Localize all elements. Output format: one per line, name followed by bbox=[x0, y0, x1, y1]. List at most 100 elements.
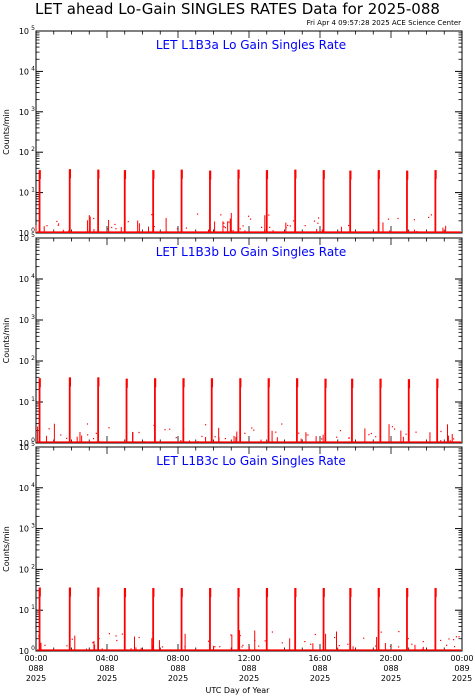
data-noise-dot bbox=[107, 228, 109, 230]
data-noise-dot bbox=[453, 646, 456, 648]
data-noise-dot bbox=[87, 434, 89, 436]
data-noise-dot bbox=[380, 631, 382, 633]
x-tick-label: 00:00 bbox=[450, 654, 473, 663]
y-tick-label: 10 bbox=[19, 316, 29, 325]
data-noise-dot bbox=[440, 639, 442, 642]
data-noise-dot bbox=[253, 429, 255, 431]
data-noise-dot bbox=[405, 433, 407, 435]
y-tick-label: 10 bbox=[19, 565, 29, 574]
data-noise-dot bbox=[244, 432, 246, 434]
data-noise-dot bbox=[287, 224, 289, 227]
timestamp: Fri Apr 4 09:57:28 2025 ACE Science Cent… bbox=[306, 19, 461, 27]
data-noise-dot bbox=[348, 224, 350, 227]
x-tick-label: 00:00 bbox=[24, 654, 47, 663]
data-noise-dot bbox=[271, 631, 274, 633]
plot-frame bbox=[35, 446, 463, 652]
y-axis-label: Counts/min bbox=[2, 526, 11, 572]
panel-title: LET L1B3c Lo Gain Singles Rate bbox=[156, 454, 346, 468]
data-noise-dot bbox=[313, 220, 316, 222]
y-axis-label: Counts/min bbox=[2, 109, 11, 155]
y-tick-label: 10 bbox=[19, 484, 29, 493]
data-noise-dot bbox=[453, 438, 455, 440]
data-noise-dot bbox=[71, 638, 73, 640]
y-tick-label: 10 bbox=[19, 27, 29, 36]
y-tick-exponent: 0 bbox=[31, 437, 35, 444]
y-tick-exponent: 4 bbox=[31, 273, 35, 280]
y-tick-label: 10 bbox=[19, 229, 29, 238]
data-noise-dot bbox=[44, 644, 46, 646]
data-noise-dot bbox=[413, 219, 416, 221]
data-noise-dot bbox=[314, 633, 316, 636]
data-noise-dot bbox=[114, 223, 116, 226]
data-noise-dot bbox=[338, 645, 340, 647]
data-noise-dot bbox=[185, 227, 188, 229]
y-tick-label: 10 bbox=[19, 275, 29, 284]
x-tick-label: 2025 bbox=[381, 674, 401, 683]
x-tick-label: 16:00 bbox=[308, 654, 331, 663]
y-tick-exponent: 1 bbox=[31, 604, 35, 611]
x-tick-label: 088 bbox=[383, 664, 398, 673]
x-tick-label: 089 bbox=[454, 664, 469, 673]
data-noise-dot bbox=[175, 437, 177, 439]
x-tick-label: 2025 bbox=[452, 674, 472, 683]
y-tick-label: 10 bbox=[19, 148, 29, 157]
data-noise-dot bbox=[151, 214, 153, 216]
x-tick-label: 088 bbox=[28, 664, 43, 673]
y-tick-label: 10 bbox=[19, 439, 29, 448]
data-noise-dot bbox=[115, 228, 117, 230]
data-noise-dot bbox=[391, 426, 394, 428]
data-noise-dot bbox=[389, 645, 392, 647]
data-noise-dot bbox=[241, 646, 243, 648]
data-noise-dot bbox=[220, 214, 222, 216]
data-noise-dot bbox=[230, 634, 232, 636]
y-tick-exponent: 5 bbox=[31, 232, 35, 239]
data-noise-dot bbox=[397, 646, 400, 648]
data-noise-dot bbox=[321, 438, 323, 440]
data-noise-dot bbox=[334, 636, 336, 639]
y-tick-exponent: 3 bbox=[31, 523, 35, 530]
data-noise-dot bbox=[289, 225, 291, 227]
y-tick-exponent: 5 bbox=[31, 441, 35, 448]
data-noise-dot bbox=[307, 434, 309, 436]
data-noise-dot bbox=[258, 645, 260, 647]
data-noise-dot bbox=[254, 639, 256, 642]
data-noise-dot bbox=[269, 226, 271, 228]
data-noise-dot bbox=[219, 646, 221, 648]
y-tick-label: 10 bbox=[19, 647, 29, 656]
x-axis-label: UTC Day of Year bbox=[205, 686, 270, 695]
data-noise-dot bbox=[92, 642, 94, 644]
x-tick-label: 088 bbox=[312, 664, 327, 673]
data-noise-dot bbox=[161, 646, 164, 648]
data-noise-dot bbox=[223, 226, 225, 228]
data-noise-dot bbox=[305, 434, 307, 436]
y-tick-exponent: 4 bbox=[31, 65, 35, 72]
data-noise-dot bbox=[448, 638, 450, 640]
data-noise-dot bbox=[264, 640, 266, 642]
data-noise-dot bbox=[339, 430, 342, 432]
x-tick-label: 08:00 bbox=[166, 654, 189, 663]
data-noise-dot bbox=[453, 639, 455, 641]
data-noise-dot bbox=[242, 644, 244, 646]
y-tick-label: 10 bbox=[19, 234, 29, 243]
data-noise-dot bbox=[393, 428, 396, 430]
data-noise-dot bbox=[57, 224, 59, 226]
data-noise-dot bbox=[336, 436, 338, 438]
data-noise-dot bbox=[169, 428, 171, 430]
data-noise-dot bbox=[214, 646, 216, 648]
y-tick-label: 10 bbox=[19, 525, 29, 534]
y-tick-exponent: 0 bbox=[31, 645, 35, 652]
y-tick-exponent: 3 bbox=[31, 314, 35, 321]
data-noise-dot bbox=[60, 434, 62, 436]
y-tick-label: 10 bbox=[19, 67, 29, 76]
data-noise-dot bbox=[48, 428, 50, 430]
data-noise-dot bbox=[251, 427, 253, 429]
y-tick-exponent: 5 bbox=[31, 25, 35, 32]
x-tick-label: 20:00 bbox=[379, 654, 402, 663]
data-noise-dot bbox=[430, 214, 433, 216]
y-tick-exponent: 2 bbox=[31, 563, 35, 570]
data-noise-dot bbox=[108, 633, 111, 635]
plot-frame bbox=[35, 237, 463, 444]
